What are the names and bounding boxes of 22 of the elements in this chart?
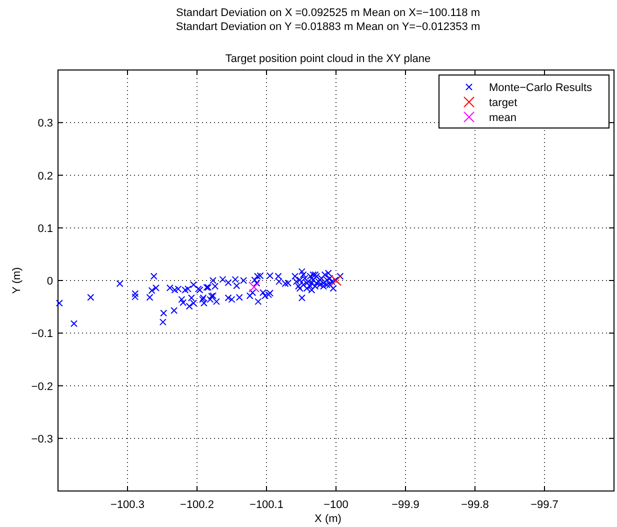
y-tick-label: 0 [46,276,53,288]
legend-label: target [489,97,518,109]
chart-title: Target position point cloud in the XY plane [225,53,431,65]
x-tick-label: −100.1 [250,499,284,511]
x-tick-label: −100.2 [180,499,214,511]
y-tick-label: −0.3 [31,433,53,446]
x-tick-label: −99.8 [461,499,489,511]
text: Standart Deviation on X =0.092525 m Mean on X=−100.118 m [176,7,480,19]
legend-label: Monte−Carlo Results [489,82,593,94]
x-axis-title: X (m) [314,513,342,525]
y-tick-label: 0.1 [38,222,53,235]
x-tick-label: −100 [324,499,348,511]
y-tick-label: 0.3 [38,118,53,130]
text: Standart Deviation on Y =0.01883 m Mean on Y=−0.012353 m [176,21,480,33]
x-tick-label: −99.7 [530,499,558,511]
y-tick-label: −0.2 [31,380,53,393]
y-tick-label: −0.1 [31,328,53,340]
x-tick-label: −100.3 [110,499,144,511]
legend-label: mean [489,112,517,124]
y-axis-title: Y (m) [11,267,23,294]
x-tick-label: −99.9 [392,499,420,511]
y-tick-label: 0.2 [38,170,53,182]
